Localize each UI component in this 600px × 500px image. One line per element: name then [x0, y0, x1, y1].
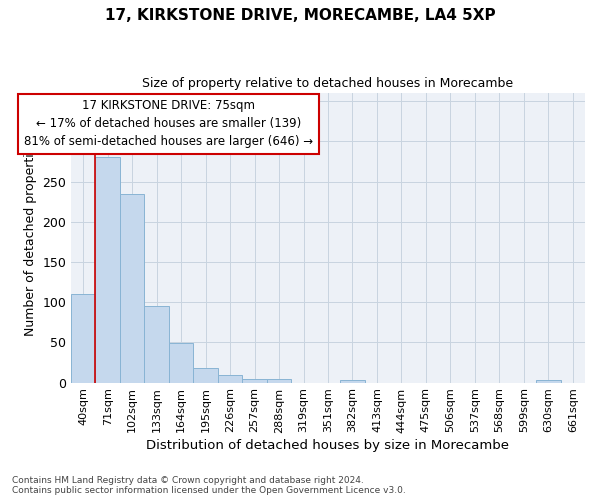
Bar [193, 368, 218, 382]
Bar [536, 380, 560, 382]
Bar [120, 194, 145, 382]
Bar [340, 380, 365, 382]
Bar [169, 343, 193, 382]
Bar [218, 374, 242, 382]
X-axis label: Distribution of detached houses by size in Morecambe: Distribution of detached houses by size … [146, 440, 509, 452]
Text: 17 KIRKSTONE DRIVE: 75sqm
← 17% of detached houses are smaller (139)
81% of semi: 17 KIRKSTONE DRIVE: 75sqm ← 17% of detac… [25, 100, 313, 148]
Text: 17, KIRKSTONE DRIVE, MORECAMBE, LA4 5XP: 17, KIRKSTONE DRIVE, MORECAMBE, LA4 5XP [104, 8, 496, 22]
Bar [267, 380, 291, 382]
Y-axis label: Number of detached properties: Number of detached properties [23, 140, 37, 336]
Bar [95, 158, 120, 382]
Text: Contains HM Land Registry data © Crown copyright and database right 2024.
Contai: Contains HM Land Registry data © Crown c… [12, 476, 406, 495]
Bar [71, 294, 95, 382]
Title: Size of property relative to detached houses in Morecambe: Size of property relative to detached ho… [142, 78, 514, 90]
Bar [145, 306, 169, 382]
Bar [242, 378, 267, 382]
